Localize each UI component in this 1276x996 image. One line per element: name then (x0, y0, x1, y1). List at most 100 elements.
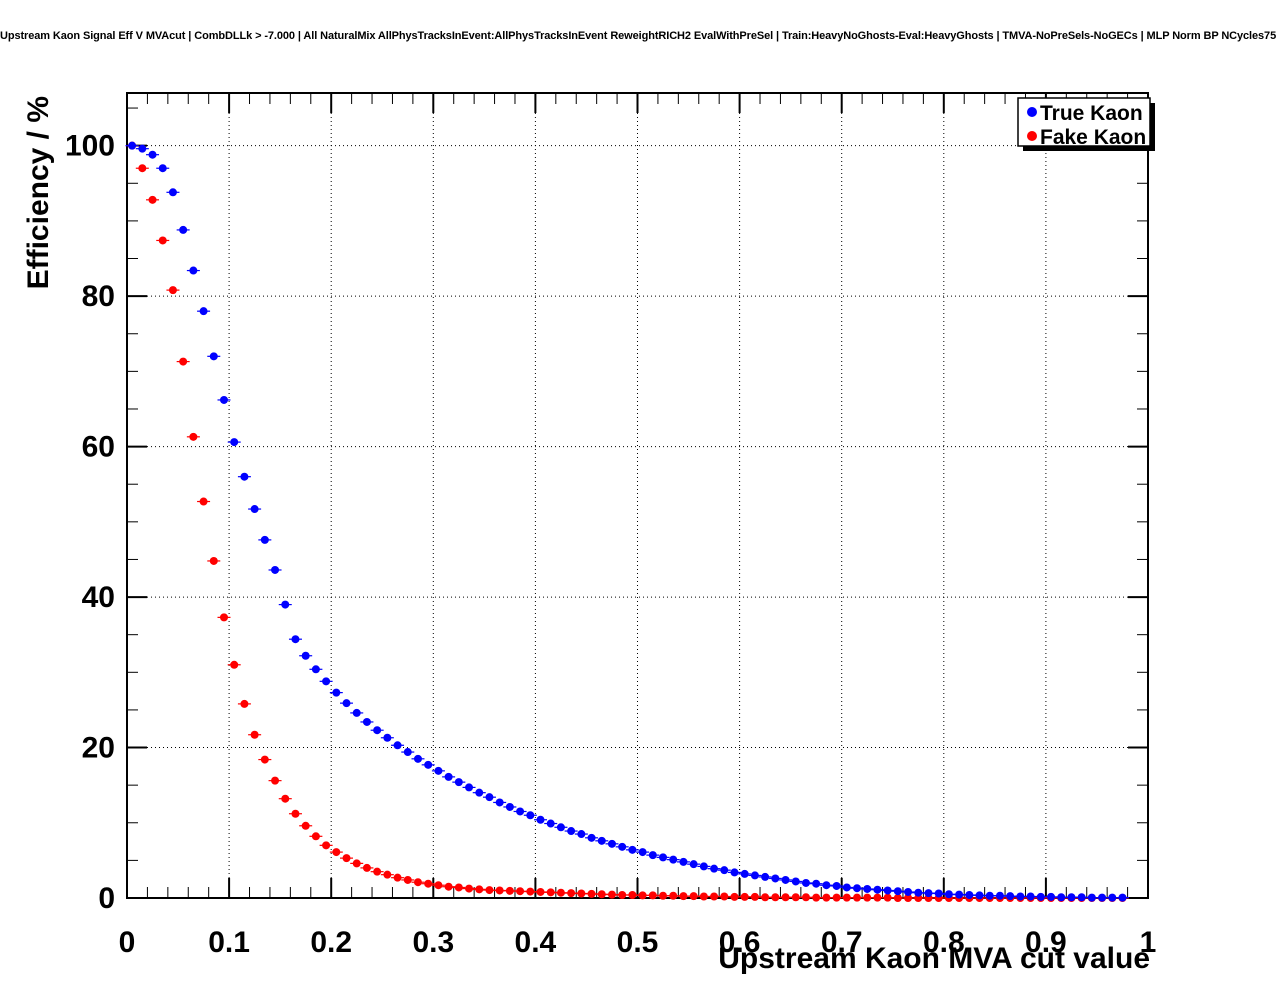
data-point (638, 891, 647, 900)
data-point (1118, 893, 1127, 902)
data-point (454, 883, 463, 892)
data-point (812, 893, 821, 902)
data-point (168, 286, 177, 295)
data-point (832, 893, 841, 902)
data-point (740, 892, 749, 901)
x-tick-label: 0.7 (821, 926, 863, 959)
data-point (230, 438, 239, 447)
data-point (465, 783, 474, 792)
data-point (413, 754, 422, 763)
legend-marker-true-kaon (1027, 107, 1037, 117)
y-tick-label: 80 (82, 280, 115, 313)
data-point (893, 887, 902, 896)
x-tick-label: 0.9 (1025, 926, 1067, 959)
data-point (179, 357, 188, 366)
data-point (516, 887, 525, 896)
data-point (995, 891, 1004, 900)
legend-marker-fake-kaon (1027, 131, 1037, 141)
data-point (362, 863, 371, 872)
data-point (556, 888, 565, 897)
data-point (444, 882, 453, 891)
y-axis-tick-labels: 0 20 40 60 80 100 (65, 130, 115, 915)
data-point (679, 857, 688, 866)
data-point (904, 887, 913, 896)
data-point (158, 236, 167, 245)
data-point (301, 821, 310, 830)
series-true-kaon (125, 141, 1129, 902)
data-point (485, 886, 494, 895)
data-point (985, 891, 994, 900)
y-tick-label: 60 (82, 431, 115, 464)
data-point (495, 886, 504, 895)
data-point (597, 836, 606, 845)
data-point (505, 886, 514, 895)
data-point (240, 472, 249, 481)
data-point (128, 141, 137, 150)
data-point (281, 600, 290, 609)
data-point (219, 395, 228, 404)
data-point (730, 868, 739, 877)
data-point (689, 860, 698, 869)
x-tick-label: 0.8 (923, 926, 965, 959)
x-tick-label: 0.3 (412, 926, 454, 959)
data-point (403, 748, 412, 757)
data-point (750, 871, 759, 880)
data-point (546, 819, 555, 828)
data-point (332, 688, 341, 697)
data-point (393, 741, 402, 750)
data-point (873, 893, 882, 902)
y-tick-label: 40 (82, 581, 115, 614)
data-point (383, 870, 392, 879)
data-point (465, 884, 474, 893)
data-point (577, 830, 586, 839)
data-point (301, 651, 310, 660)
data-point (250, 730, 259, 739)
data-point (863, 893, 872, 902)
data-point (853, 893, 862, 902)
data-point (1026, 892, 1035, 901)
data-point (342, 854, 351, 863)
data-point (965, 890, 974, 899)
data-point (536, 815, 545, 824)
data-point (567, 889, 576, 898)
data-point (362, 717, 371, 726)
data-point (730, 892, 739, 901)
x-axis-tick-labels: 0 0.1 0.2 0.3 0.4 0.5 0.6 0.7 0.8 0.9 1 (119, 926, 1157, 959)
data-point (607, 839, 616, 848)
data-point (618, 890, 627, 899)
data-point (1087, 893, 1096, 902)
data-point (750, 892, 759, 901)
data-point (424, 879, 433, 888)
data-point (934, 889, 943, 898)
data-point (260, 535, 269, 544)
data-point (403, 875, 412, 884)
data-point (699, 892, 708, 901)
data-point (475, 788, 484, 797)
data-point (944, 890, 953, 899)
data-point (209, 556, 218, 565)
data-point (240, 699, 249, 708)
data-point (842, 883, 851, 892)
x-tick-label: 0.5 (617, 926, 659, 959)
data-point (975, 891, 984, 900)
data-point (801, 878, 810, 887)
data-point (352, 859, 361, 868)
data-point (904, 894, 913, 902)
data-point (791, 893, 800, 902)
data-point (383, 733, 392, 742)
x-tick-label: 0.6 (719, 926, 761, 959)
data-point (577, 889, 586, 898)
data-point (822, 893, 831, 902)
data-point (791, 877, 800, 886)
y-tick-label: 20 (82, 732, 115, 765)
data-point (659, 853, 668, 862)
data-point (740, 869, 749, 878)
data-point (873, 885, 882, 894)
data-point (413, 878, 422, 887)
data-point (832, 881, 841, 890)
data-point (311, 832, 320, 841)
data-point (291, 635, 300, 644)
data-point (822, 881, 831, 890)
data-point (230, 660, 239, 669)
